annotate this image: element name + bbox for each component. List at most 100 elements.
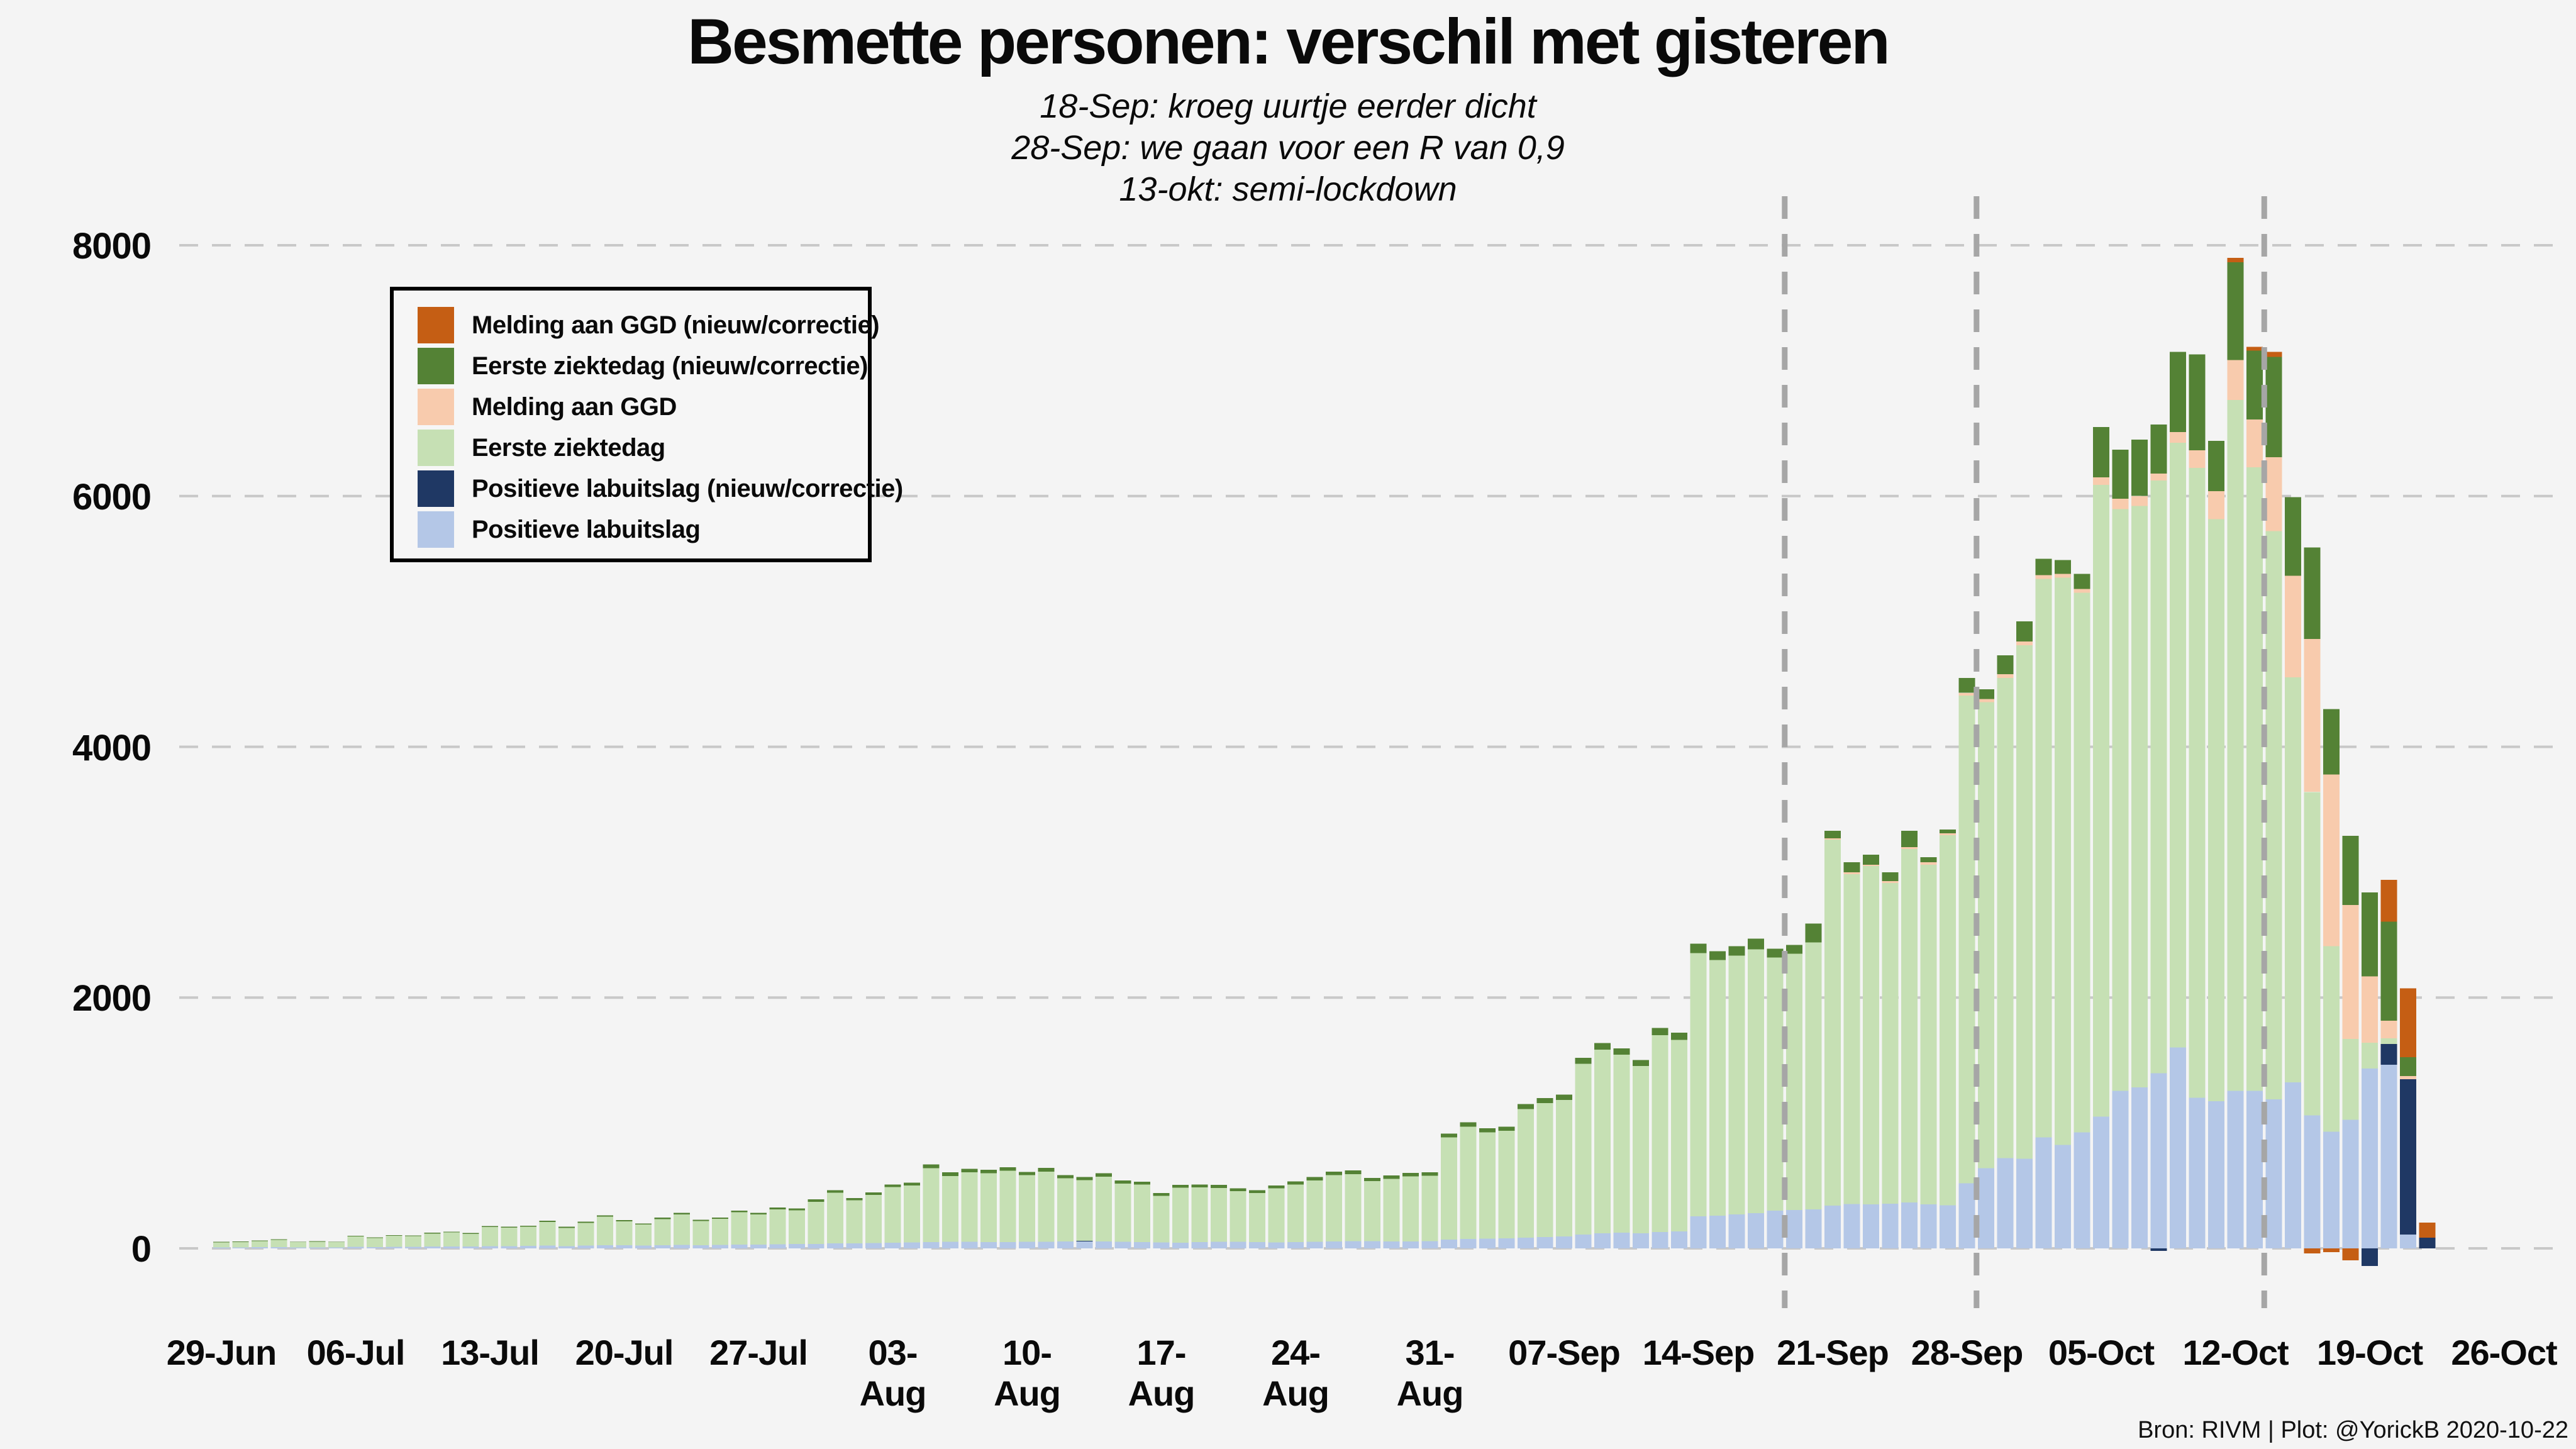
- x-tick-label-14-Sep: 14-Sep: [1642, 1333, 1755, 1372]
- bar-segment-pos_lab: [1421, 1241, 1438, 1248]
- bar-segment-pos_lab: [1748, 1213, 1764, 1248]
- bar-segment-eerste_ziektedag: [961, 1172, 978, 1242]
- bar-segment-pos_lab: [2304, 1115, 2321, 1248]
- bar-segment-pos_lab: [1268, 1242, 1285, 1248]
- bar-segment-pos_lab: [1134, 1242, 1150, 1248]
- bar-segment-eerste_ziektedag: [367, 1238, 383, 1248]
- bar-segment-eerste_ziektedag_new: [1326, 1171, 1342, 1175]
- bar-segment-eerste_ziektedag: [1038, 1171, 1055, 1242]
- bar-segment-eerste_ziektedag: [2208, 519, 2224, 1102]
- bar-segment-pos_lab: [616, 1245, 633, 1248]
- subtitle-line-1: 18-Sep: kroeg uurtje eerder dicht: [1040, 87, 1536, 125]
- bar-segment-eerste_ziektedag: [1211, 1187, 1227, 1242]
- legend-swatch-pos_lab_new: [418, 470, 454, 507]
- bar-segment-eerste_ziektedag_new: [2362, 892, 2378, 977]
- legend-swatch-eerste_ziektedag: [418, 430, 454, 466]
- bar-segment-eerste_ziektedag: [1786, 953, 1802, 1211]
- bar-segment-neg-melding_ggd_new: [2342, 1248, 2359, 1260]
- bar-segment-eerste_ziektedag_new: [2304, 547, 2321, 639]
- bar-segment-eerste_ziektedag_new: [1824, 831, 1841, 839]
- bar-segment-pos_lab: [1767, 1211, 1784, 1248]
- legend-box: Melding aan GGD (nieuw/correctie) Eerste …: [390, 287, 903, 562]
- bar-segment-eerste_ziektedag_new: [1901, 831, 1918, 847]
- bar-segment-eerste_ziektedag: [2055, 577, 2071, 1145]
- bar-segment-pos_lab: [1019, 1241, 1035, 1248]
- bar-segment-eerste_ziektedag: [1076, 1180, 1093, 1241]
- bar-segment-pos_lab: [462, 1246, 479, 1248]
- bar-segment-melding_ggd: [1940, 833, 1956, 836]
- bar-segment-eerste_ziektedag: [270, 1240, 287, 1247]
- bar-segment-eerste_ziektedag: [1863, 865, 1879, 1205]
- bar-segment-melding_ggd: [2055, 574, 2071, 578]
- x-tick-label-10-Aug: 10-Aug: [994, 1333, 1061, 1413]
- subtitle-line-2: 28-Sep: we gaan voor een R van 0,9: [1011, 129, 1565, 167]
- bar-segment-eerste_ziektedag: [1594, 1049, 1611, 1234]
- bar-segment-eerste_ziektedag_new: [1786, 945, 1802, 954]
- bar-segment-melding_ggd: [2093, 477, 2109, 485]
- bar-segment-eerste_ziektedag_new: [1882, 872, 1899, 881]
- bar-segment-pos_lab: [347, 1246, 364, 1248]
- bar-segment-pos_lab: [270, 1247, 287, 1248]
- bar-segment-pos_lab: [386, 1246, 402, 1248]
- bar-segment-eerste_ziektedag_new: [1940, 830, 1956, 834]
- bar-segment-eerste_ziektedag_new: [2131, 440, 2148, 496]
- bar-segment-eerste_ziektedag_new: [2093, 427, 2109, 477]
- bar-segment-neg-pos_lab_new: [2362, 1248, 2378, 1266]
- bar-segment-eerste_ziektedag_new: [674, 1213, 690, 1214]
- bar-segment-eerste_ziektedag: [2362, 1043, 2378, 1069]
- bar-segment-pos_lab: [846, 1243, 863, 1248]
- bar-segment-pos_lab: [1153, 1242, 1170, 1248]
- bar-segment-eerste_ziektedag: [462, 1233, 479, 1247]
- bar-segment-eerste_ziektedag: [692, 1221, 709, 1245]
- bar-segment-pos_lab: [904, 1242, 920, 1248]
- bar-segment-eerste_ziektedag_new: [1153, 1193, 1170, 1196]
- bar-segment-eerste_ziektedag: [1613, 1055, 1630, 1233]
- bar-segment-eerste_ziektedag_new: [654, 1218, 671, 1219]
- bar-segment-eerste_ziektedag: [1709, 960, 1726, 1216]
- bar-segment-pos_lab: [961, 1241, 978, 1248]
- bar-segment-pos_lab: [1096, 1241, 1112, 1248]
- bar-segment-eerste_ziektedag: [2150, 480, 2167, 1074]
- bar-segment-pos_lab: [2323, 1131, 2340, 1248]
- bar-segment-eerste_ziektedag_new: [520, 1225, 536, 1227]
- bar-segment-eerste_ziektedag_new: [1038, 1168, 1055, 1172]
- bar-segment-eerste_ziektedag: [1690, 953, 1707, 1217]
- bar-segment-eerste_ziektedag: [635, 1224, 652, 1246]
- bar-segment-eerste_ziektedag: [2093, 484, 2109, 1117]
- bar-segment-eerste_ziektedag: [2016, 645, 2033, 1159]
- bar-segment-neg-melding_ggd_new: [2323, 1248, 2340, 1252]
- bar-segment-pos_lab: [731, 1245, 748, 1248]
- bar-segment-eerste_ziektedag: [654, 1219, 671, 1245]
- bar-segment-eerste_ziektedag: [712, 1218, 728, 1245]
- bar-segment-eerste_ziektedag_new: [1958, 677, 1975, 693]
- bar-segment-eerste_ziektedag_new: [1249, 1190, 1265, 1193]
- bar-segment-pos_lab: [1460, 1239, 1477, 1248]
- bar-segment-eerste_ziektedag: [309, 1241, 326, 1248]
- bar-segment-pos_lab: [213, 1247, 230, 1248]
- x-tick-label-20-Jul: 20-Jul: [575, 1333, 674, 1372]
- bar-segment-eerste_ziektedag_new: [2380, 921, 2397, 1021]
- bar-segment-neg-pos_lab_new: [2150, 1248, 2167, 1251]
- bar-segment-pos_lab: [980, 1242, 997, 1248]
- bar-segment-pos_lab: [1575, 1235, 1592, 1248]
- bar-segment-eerste_ziektedag: [1191, 1187, 1208, 1242]
- bar-segment-pos_lab_new: [2400, 1079, 2416, 1235]
- bar-segment-melding_ggd: [1901, 847, 1918, 849]
- bar-segment-eerste_ziektedag: [2170, 443, 2186, 1048]
- bar-segment-eerste_ziektedag_new: [1536, 1098, 1553, 1104]
- bar-segment-pos_lab: [2093, 1116, 2109, 1248]
- bar-segment-pos_lab: [558, 1246, 575, 1248]
- bar-segment-melding_ggd: [2227, 360, 2244, 401]
- bar-segment-eerste_ziektedag_new: [501, 1226, 518, 1228]
- bar-segment-eerste_ziektedag_new: [539, 1221, 556, 1223]
- bar-segment-eerste_ziektedag_new: [482, 1226, 498, 1228]
- bar-segment-eerste_ziektedag: [923, 1168, 940, 1242]
- bar-segment-pos_lab: [1709, 1216, 1726, 1248]
- bar-segment-eerste_ziektedag_new: [1460, 1122, 1477, 1127]
- bar-segment-pos_lab: [1345, 1241, 1362, 1248]
- bar-segment-melding_ggd: [2170, 432, 2186, 443]
- bar-segment-pos_lab: [2342, 1119, 2359, 1248]
- bar-segment-eerste_ziektedag_new: [1096, 1173, 1112, 1177]
- bar-segment-eerste_ziektedag_new: [2189, 354, 2206, 450]
- bar-segment-melding_ggd: [2074, 589, 2090, 593]
